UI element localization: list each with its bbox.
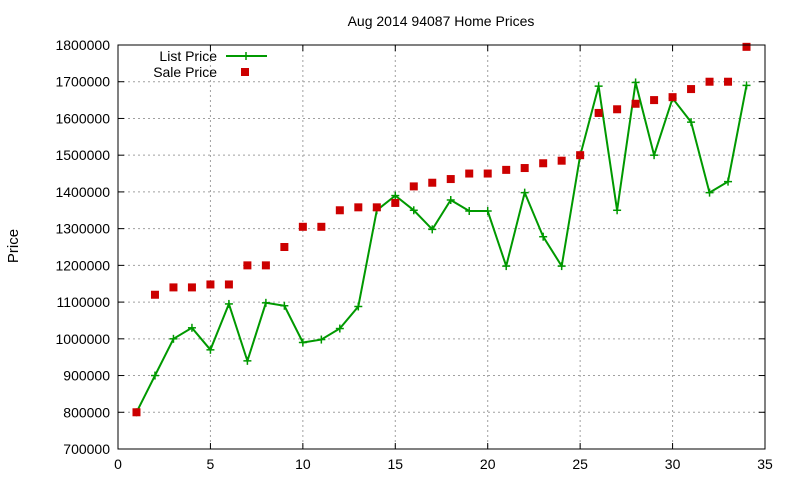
list-price-point xyxy=(446,195,455,204)
sale-price-point xyxy=(243,261,252,270)
sale-price-point xyxy=(613,105,622,114)
sale-price-point xyxy=(631,99,640,108)
list-price-point xyxy=(483,207,492,216)
x-tick-label: 25 xyxy=(572,456,588,472)
sale-price-point xyxy=(298,222,307,231)
sale-price-point xyxy=(409,182,418,191)
x-tick-label: 30 xyxy=(665,456,681,472)
list-price-point xyxy=(354,302,363,311)
list-price-point xyxy=(724,177,733,186)
list-price-point xyxy=(539,232,548,241)
list-price-point xyxy=(650,151,659,160)
sale-price-point xyxy=(724,77,733,86)
list-price-point xyxy=(631,78,640,87)
list-price-point xyxy=(409,206,418,215)
sale-price-point xyxy=(557,156,566,165)
list-price-point xyxy=(224,299,233,308)
sale-price-point xyxy=(594,108,603,117)
sale-price-point xyxy=(428,178,437,187)
sale-price-point xyxy=(539,159,548,168)
y-tick-label: 1700000 xyxy=(55,74,110,90)
sale-price-point xyxy=(354,203,363,212)
sale-price-point xyxy=(206,280,215,289)
sale-price-point xyxy=(169,283,178,292)
y-tick-label: 1500000 xyxy=(55,147,110,163)
sale-price-point xyxy=(132,408,141,417)
y-axis-label: Price xyxy=(5,229,22,263)
list-price-point xyxy=(317,335,326,344)
sale-price-point xyxy=(187,283,196,292)
sale-price-point xyxy=(483,169,492,178)
list-price-point xyxy=(502,262,511,271)
sale-price-point xyxy=(335,206,344,215)
list-price-point xyxy=(169,334,178,343)
list-price-point xyxy=(280,301,289,310)
sale-price-point xyxy=(668,93,677,102)
y-tick-label: 1800000 xyxy=(55,37,110,53)
x-tick-label: 15 xyxy=(387,456,403,472)
y-tick-label: 1200000 xyxy=(55,257,110,273)
list-price-point xyxy=(150,371,159,380)
list-price-point xyxy=(428,225,437,234)
sale-price-point xyxy=(317,222,326,231)
x-tick-label: 0 xyxy=(114,456,122,472)
y-tick-label: 1000000 xyxy=(55,331,110,347)
y-tick-label: 900000 xyxy=(63,368,110,384)
list-price-point xyxy=(391,191,400,200)
plot-frame xyxy=(117,44,766,450)
sale-price-point xyxy=(280,243,289,251)
list-price-point xyxy=(742,81,751,90)
sale-price-point xyxy=(261,261,270,270)
list-price-point xyxy=(187,323,196,332)
sale-price-point xyxy=(465,169,474,178)
list-price-point xyxy=(687,118,696,127)
legend-label-list-price: List Price xyxy=(159,48,217,64)
sale-price-point xyxy=(576,151,585,160)
sale-price-point xyxy=(520,164,529,173)
x-tick-label: 10 xyxy=(295,456,311,472)
list-price-point xyxy=(261,298,270,307)
x-tick-label: 20 xyxy=(480,456,496,472)
list-price-point xyxy=(298,338,307,347)
sale-price-point xyxy=(372,203,381,212)
list-price-point xyxy=(705,188,714,197)
sale-price-point xyxy=(446,175,455,184)
sale-price-point xyxy=(150,290,159,299)
y-tick-label: 1100000 xyxy=(57,294,111,310)
sale-price-point xyxy=(705,77,714,86)
chart-title: Aug 2014 94087 Home Prices xyxy=(348,13,535,29)
y-tick-label: 800000 xyxy=(63,404,110,420)
list-price-line xyxy=(135,82,748,413)
list-price-point xyxy=(465,207,474,216)
sale-price-point xyxy=(502,165,511,174)
list-price-point xyxy=(243,356,252,365)
list-price-point xyxy=(206,345,215,354)
sale-price-point xyxy=(391,198,400,207)
x-tick-label: 5 xyxy=(207,456,215,472)
list-price-point xyxy=(557,262,566,271)
legend-label-sale-price: Sale Price xyxy=(153,64,217,80)
y-tick-label: 1400000 xyxy=(55,184,110,200)
sale-price-point xyxy=(742,42,751,51)
list-price-point xyxy=(594,82,603,91)
sale-price-point xyxy=(687,85,696,94)
y-tick-label: 1300000 xyxy=(55,221,110,237)
legend-swatch-sale-price xyxy=(241,68,249,76)
y-tick-label: 700000 xyxy=(63,441,110,457)
list-price-point xyxy=(520,188,529,197)
axis-ticks: 0 5 10 15 20 25 30 35 700000 800000 900000 1000000 1… xyxy=(55,37,773,472)
list-price-point xyxy=(613,206,622,215)
y-tick-label: 1600000 xyxy=(55,110,110,126)
x-tick-label: 35 xyxy=(757,456,773,472)
legend-marker-list-price xyxy=(242,52,250,60)
sale-price-point xyxy=(224,280,233,289)
plot-series xyxy=(132,42,751,417)
sale-price-point xyxy=(650,96,659,105)
grid-lines xyxy=(118,45,765,449)
list-price-point xyxy=(335,324,344,333)
